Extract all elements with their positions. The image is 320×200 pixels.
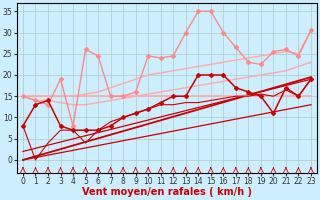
X-axis label: Vent moyen/en rafales ( km/h ): Vent moyen/en rafales ( km/h )	[82, 187, 252, 197]
